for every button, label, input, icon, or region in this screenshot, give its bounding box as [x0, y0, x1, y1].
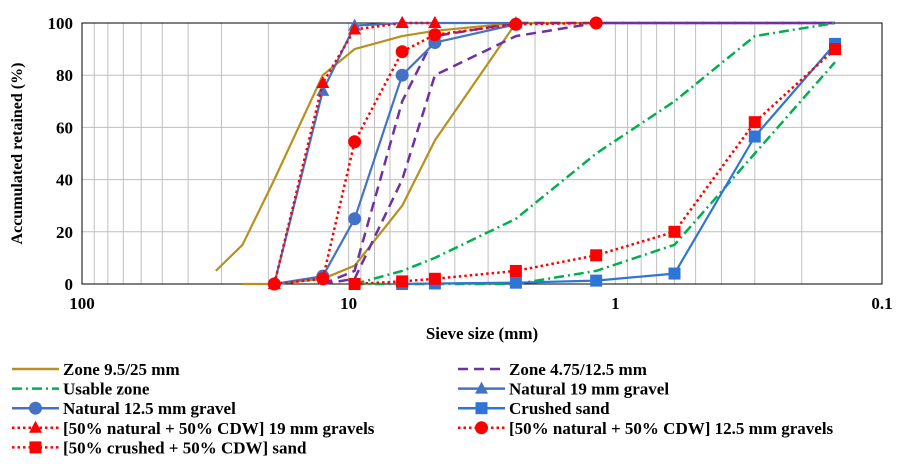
legend-label: Zone 9.5/25 mm: [63, 360, 180, 379]
series: [354, 21, 836, 286]
series: [354, 61, 836, 286]
y-tick-label: 0: [65, 275, 74, 294]
data-point: [475, 402, 488, 415]
series: [267, 16, 523, 289]
series-line: [274, 23, 517, 286]
data-point: [316, 76, 330, 89]
grid: [82, 22, 883, 285]
legend-label: Crushed sand: [509, 399, 610, 418]
y-tick-label: 100: [48, 14, 74, 33]
data-point: [748, 116, 761, 129]
y-axis-label: Accumulated retained (%): [9, 63, 26, 245]
data-point: [509, 264, 522, 277]
legend-item: Crushed sand: [458, 399, 610, 418]
data-point: [395, 16, 409, 28]
legend-item: [50% crushed + 50% CDW] sand: [12, 438, 307, 457]
legend-label: [50% natural + 50% CDW] 12.5 mm gravels: [509, 419, 834, 438]
data-point: [396, 275, 409, 288]
data-point: [428, 16, 442, 28]
series-line: [273, 21, 516, 285]
x-tick-label: 10: [340, 294, 357, 313]
legend-item: Natural 19 mm gravel: [458, 380, 669, 399]
series-lines: [215, 16, 842, 291]
data-point: [348, 278, 361, 290]
series-line: [354, 21, 836, 286]
series: [348, 43, 842, 290]
data-point: [509, 276, 522, 289]
y-tick-label: 60: [56, 118, 73, 137]
legend: Zone 9.5/25 mm Zone 4.75/12.5 mm Usable zo…: [12, 360, 834, 457]
data-point: [29, 441, 42, 454]
data-point: [589, 16, 603, 30]
data-point: [590, 249, 603, 262]
data-point: [348, 212, 362, 226]
data-point: [267, 277, 281, 291]
legend-item: [50% natural + 50% CDW] 19 mm gravels: [12, 419, 375, 438]
data-point: [475, 381, 488, 394]
series-line: [354, 61, 836, 286]
data-point: [316, 272, 330, 286]
data-point: [748, 130, 761, 143]
data-point: [428, 28, 442, 42]
legend-label: [50% natural + 50% CDW] 19 mm gravels: [63, 419, 375, 438]
series: [267, 16, 442, 289]
data-point: [590, 274, 603, 287]
legend-item: Natural 12.5 mm gravel: [12, 399, 236, 418]
data-point: [428, 272, 441, 285]
legend-item: Zone 4.75/12.5 mm: [458, 360, 647, 379]
legend-label: Zone 4.75/12.5 mm: [509, 360, 647, 379]
series-line: [274, 21, 597, 286]
y-tick-label: 20: [56, 223, 73, 242]
data-point: [348, 135, 362, 149]
x-tick-label: 1: [611, 294, 620, 313]
series-line: [322, 21, 835, 286]
y-axis-ticks: 0 20 40 60 80 100: [48, 14, 74, 294]
legend-item: [50% natural + 50% CDW] 12.5 mm gravels: [458, 419, 834, 438]
series: [267, 16, 603, 291]
data-point: [348, 22, 362, 35]
data-point: [29, 401, 42, 415]
series: [322, 21, 835, 286]
series: [322, 21, 835, 286]
x-axis-label: Sieve size (mm): [426, 324, 538, 343]
data-point: [668, 225, 681, 238]
legend-label: Usable zone: [63, 380, 150, 399]
x-axis-ticks: 100 10 1 0.1: [69, 294, 892, 313]
legend-item: Usable zone: [12, 380, 150, 399]
plot-area-frame: [81, 22, 883, 285]
data-point: [668, 267, 681, 280]
data-point: [316, 83, 330, 96]
series-line: [354, 48, 836, 286]
data-point: [395, 45, 409, 59]
series-line: [322, 21, 835, 286]
data-point: [509, 17, 523, 31]
legend-label: Natural 19 mm gravel: [509, 380, 669, 399]
data-point: [475, 421, 488, 435]
series-line: [402, 43, 836, 286]
series-line: [273, 21, 435, 285]
data-point: [395, 68, 409, 82]
legend-label: [50% crushed + 50% CDW] sand: [63, 438, 307, 457]
data-point: [29, 420, 42, 433]
y-tick-label: 40: [56, 171, 73, 190]
y-tick-label: 80: [56, 66, 73, 85]
data-point: [829, 43, 842, 56]
legend-label: Natural 12.5 mm gravel: [63, 399, 236, 418]
x-tick-label: 100: [69, 294, 95, 313]
x-tick-label: 0.1: [871, 294, 892, 313]
legend-item: Zone 9.5/25 mm: [12, 360, 180, 379]
